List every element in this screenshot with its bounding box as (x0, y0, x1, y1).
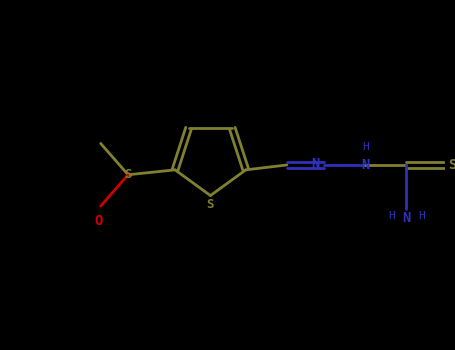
Text: N: N (361, 158, 369, 172)
Text: H: H (418, 211, 425, 221)
Text: S: S (124, 168, 132, 181)
Text: H: H (388, 211, 394, 221)
Text: N: N (311, 157, 319, 171)
Text: S: S (207, 197, 214, 210)
Text: S: S (449, 158, 455, 172)
Text: H: H (362, 142, 369, 152)
Text: N: N (402, 211, 410, 225)
Text: O: O (95, 214, 103, 228)
